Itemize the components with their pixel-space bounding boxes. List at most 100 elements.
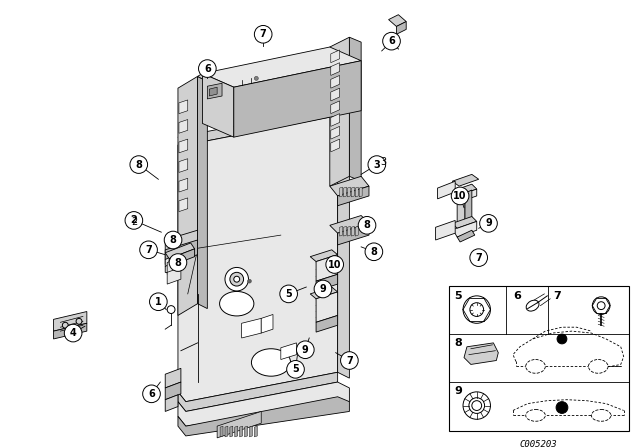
Text: 9: 9 (302, 345, 308, 355)
Text: 9: 9 (454, 386, 462, 396)
Polygon shape (202, 73, 234, 137)
Ellipse shape (526, 300, 539, 311)
Polygon shape (165, 395, 178, 411)
Circle shape (463, 392, 490, 419)
Circle shape (143, 385, 160, 403)
Text: 8: 8 (454, 338, 462, 348)
Ellipse shape (220, 292, 254, 316)
Text: 8: 8 (175, 258, 181, 267)
Ellipse shape (525, 409, 545, 421)
Polygon shape (331, 50, 340, 63)
Polygon shape (242, 319, 261, 338)
Text: 1: 1 (155, 297, 162, 307)
Polygon shape (331, 114, 340, 126)
Circle shape (365, 243, 383, 261)
Circle shape (164, 231, 182, 249)
Polygon shape (167, 267, 181, 284)
Polygon shape (202, 47, 361, 87)
Polygon shape (165, 230, 198, 259)
Circle shape (597, 302, 605, 310)
Circle shape (130, 156, 148, 173)
Text: 5: 5 (292, 364, 299, 375)
Polygon shape (310, 250, 338, 262)
Text: 4: 4 (70, 328, 77, 338)
Polygon shape (165, 253, 178, 269)
Circle shape (150, 293, 167, 310)
Polygon shape (230, 426, 233, 437)
Text: 3: 3 (374, 159, 380, 170)
Polygon shape (396, 22, 406, 34)
Polygon shape (217, 411, 261, 438)
Polygon shape (388, 15, 406, 26)
Circle shape (287, 361, 305, 378)
Polygon shape (330, 37, 349, 186)
Polygon shape (330, 215, 369, 233)
Circle shape (254, 26, 272, 43)
Polygon shape (54, 311, 87, 331)
Circle shape (234, 276, 239, 282)
Polygon shape (331, 63, 340, 75)
Polygon shape (220, 426, 223, 437)
Text: 5: 5 (285, 289, 292, 299)
Polygon shape (355, 187, 358, 197)
Polygon shape (338, 224, 369, 245)
Polygon shape (331, 126, 340, 139)
Polygon shape (239, 426, 243, 437)
Text: C005203: C005203 (520, 440, 557, 448)
Polygon shape (54, 323, 87, 339)
Polygon shape (179, 198, 188, 211)
Circle shape (125, 211, 143, 229)
Polygon shape (207, 83, 222, 99)
Polygon shape (178, 116, 338, 402)
Polygon shape (316, 292, 338, 322)
Polygon shape (338, 186, 369, 206)
Polygon shape (310, 287, 338, 299)
Polygon shape (165, 259, 178, 274)
Circle shape (470, 249, 488, 267)
Circle shape (62, 322, 68, 328)
Polygon shape (344, 226, 346, 236)
Polygon shape (178, 77, 198, 315)
Polygon shape (179, 159, 188, 172)
Circle shape (593, 297, 610, 314)
Polygon shape (465, 190, 472, 230)
Polygon shape (178, 397, 349, 436)
Polygon shape (209, 87, 217, 96)
Text: 10: 10 (328, 259, 342, 270)
Polygon shape (250, 426, 252, 437)
Circle shape (368, 156, 386, 173)
Text: 8: 8 (371, 247, 378, 257)
Polygon shape (254, 426, 257, 437)
Circle shape (198, 60, 216, 78)
Circle shape (76, 319, 82, 324)
Text: 3: 3 (381, 157, 387, 167)
Polygon shape (225, 426, 228, 437)
Circle shape (140, 241, 157, 258)
Polygon shape (178, 382, 349, 426)
Polygon shape (244, 426, 248, 437)
Text: 8: 8 (135, 159, 142, 170)
Polygon shape (198, 77, 207, 309)
Text: 6: 6 (148, 389, 155, 399)
Polygon shape (331, 75, 340, 88)
Circle shape (64, 324, 82, 342)
Polygon shape (344, 187, 346, 197)
Text: 8: 8 (170, 235, 177, 245)
Text: 2: 2 (131, 215, 137, 225)
Polygon shape (349, 37, 361, 181)
Polygon shape (348, 226, 350, 236)
Ellipse shape (252, 349, 291, 376)
Circle shape (314, 280, 332, 298)
Polygon shape (165, 243, 195, 258)
Circle shape (225, 267, 248, 291)
Circle shape (280, 285, 298, 303)
Polygon shape (340, 187, 342, 197)
Text: 7: 7 (346, 356, 353, 366)
Circle shape (230, 272, 244, 286)
Text: 7: 7 (553, 291, 561, 301)
Text: 6: 6 (204, 64, 211, 73)
Polygon shape (452, 221, 477, 237)
Polygon shape (261, 314, 273, 333)
Polygon shape (359, 187, 362, 197)
Polygon shape (331, 139, 340, 152)
